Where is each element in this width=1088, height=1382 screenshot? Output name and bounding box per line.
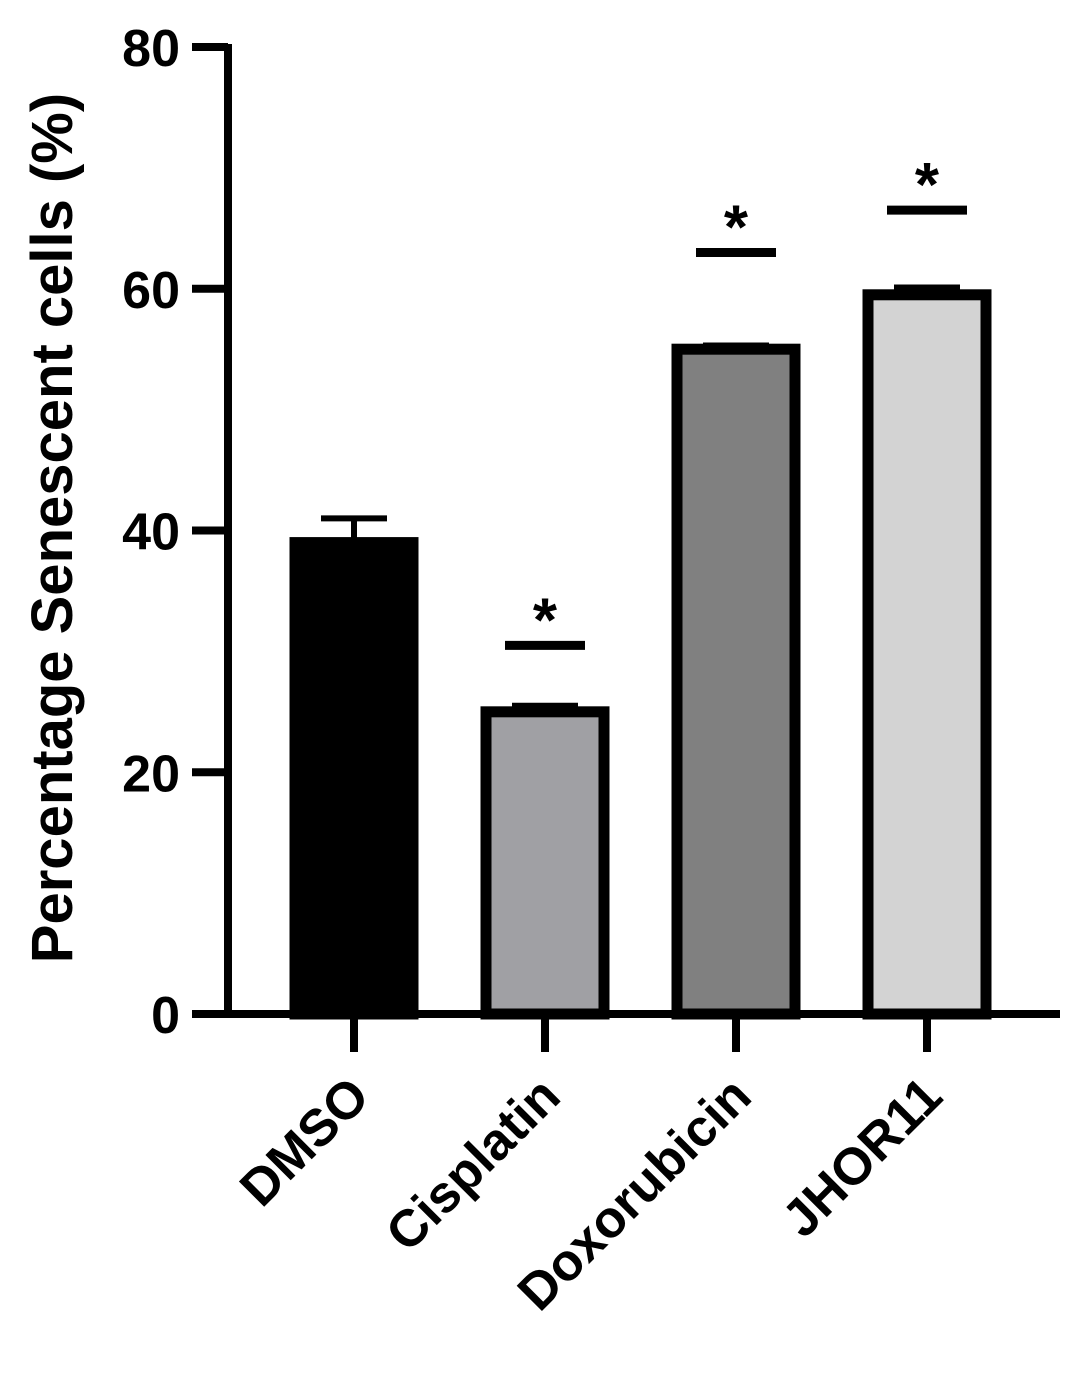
bars-layer (289, 284, 992, 1020)
bar-doxorubicin (671, 343, 801, 1020)
y-tick-label-20: 20 (122, 745, 180, 803)
x-tick-label-jhor11: JHOR11 (771, 1066, 953, 1248)
y-axis-title: Percentage Senescent cells (%) (20, 93, 85, 963)
y-tick-label-0: 0 (151, 987, 180, 1045)
bar-dmso (289, 537, 419, 1020)
annotations-layer: * * * (505, 151, 967, 655)
y-tick-label-80: 80 (122, 20, 180, 78)
significance-star-doxorubicin: * (724, 193, 749, 262)
x-tick-label-cisplatin: Cisplatin (375, 1066, 571, 1262)
y-tick-label-60: 60 (122, 262, 180, 320)
significance-star-jhor11: * (915, 151, 940, 220)
significance-star-cisplatin: * (533, 586, 558, 655)
bar-cisplatin (480, 706, 610, 1020)
x-tick-label-dmso: DMSO (229, 1066, 380, 1217)
y-tick-label-40: 40 (122, 504, 180, 562)
bar-jhor11 (862, 289, 992, 1020)
